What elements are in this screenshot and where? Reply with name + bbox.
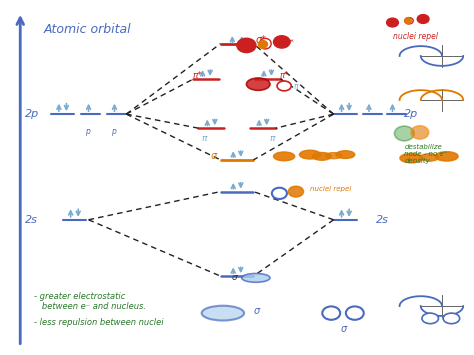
Ellipse shape <box>272 188 287 199</box>
Text: 2p: 2p <box>25 109 39 119</box>
Text: nuclei repel: nuclei repel <box>392 32 438 41</box>
Ellipse shape <box>405 18 413 24</box>
Ellipse shape <box>336 151 355 158</box>
Ellipse shape <box>394 126 414 141</box>
Text: π: π <box>293 82 298 91</box>
Ellipse shape <box>288 186 303 197</box>
Text: p: p <box>85 127 90 136</box>
Text: σ: σ <box>254 306 260 316</box>
Text: σ: σ <box>340 324 346 334</box>
Ellipse shape <box>277 81 291 91</box>
Ellipse shape <box>300 150 320 159</box>
Ellipse shape <box>417 15 429 23</box>
Text: - greater electrostatic
   between e⁻ and nucleus.: - greater electrostatic between e⁻ and n… <box>35 292 146 311</box>
Text: Atomic orbital: Atomic orbital <box>44 23 131 36</box>
Ellipse shape <box>322 306 340 320</box>
Text: destabilize
node - no e⁻
density: destabilize node - no e⁻ density <box>404 144 448 164</box>
Text: 2p: 2p <box>404 109 419 119</box>
Ellipse shape <box>405 18 411 24</box>
Text: 2s: 2s <box>25 215 38 225</box>
Ellipse shape <box>346 306 364 320</box>
Ellipse shape <box>242 273 270 282</box>
Ellipse shape <box>258 40 268 48</box>
Text: nuclei repel: nuclei repel <box>310 186 351 192</box>
Text: σ: σ <box>232 273 237 282</box>
Text: π*: π* <box>286 39 294 45</box>
Text: 2s: 2s <box>376 215 389 225</box>
Ellipse shape <box>436 152 458 161</box>
Text: π*: π* <box>192 71 202 80</box>
Text: π: π <box>270 134 275 143</box>
Ellipse shape <box>420 154 438 161</box>
Text: p: p <box>111 127 116 136</box>
Ellipse shape <box>246 78 270 90</box>
Ellipse shape <box>443 313 460 324</box>
Ellipse shape <box>201 306 244 321</box>
Ellipse shape <box>312 153 331 160</box>
Ellipse shape <box>422 313 438 324</box>
Ellipse shape <box>325 153 342 159</box>
Text: π*: π* <box>279 71 289 80</box>
Text: σ*: σ* <box>256 35 267 45</box>
Ellipse shape <box>400 154 423 163</box>
Ellipse shape <box>259 38 271 49</box>
Text: - less repulsion between nuclei: - less repulsion between nuclei <box>35 318 164 327</box>
Ellipse shape <box>411 126 429 139</box>
Text: σ: σ <box>211 151 217 162</box>
Ellipse shape <box>273 36 290 48</box>
Ellipse shape <box>273 152 295 161</box>
Ellipse shape <box>237 38 256 53</box>
Text: π: π <box>201 134 207 143</box>
Ellipse shape <box>387 18 398 27</box>
